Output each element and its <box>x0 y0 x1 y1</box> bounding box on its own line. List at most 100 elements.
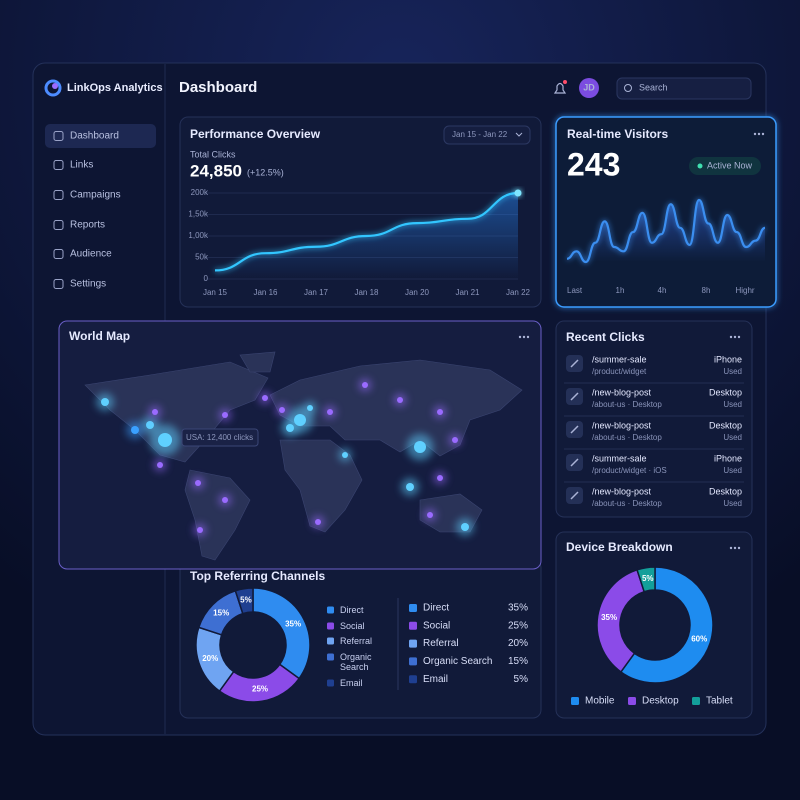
nav-icon <box>53 220 64 230</box>
legend-text: Organic Search <box>340 651 372 672</box>
click-path: /new-blog-post <box>592 420 652 430</box>
x-tick-label: Jan 15 <box>203 288 228 297</box>
recent-clicks-card <box>555 320 753 518</box>
end-point <box>514 189 522 197</box>
nav-icon <box>53 279 64 289</box>
legend-label: Referral <box>423 638 459 649</box>
date-picker[interactable] <box>443 125 531 145</box>
total-change: (+12.5%) <box>247 167 284 177</box>
click-status: Used <box>723 433 742 442</box>
hotspot[interactable] <box>452 437 458 443</box>
hotspot[interactable] <box>131 426 139 434</box>
link-glyph <box>570 425 579 434</box>
click-status: Used <box>723 400 742 409</box>
hotspot[interactable] <box>222 412 228 418</box>
legend-text: Direct <box>340 604 364 615</box>
hotspot[interactable] <box>158 433 172 447</box>
click-path: /new-blog-post <box>592 486 652 496</box>
more-dot <box>761 132 765 136</box>
notification-dot <box>563 80 567 84</box>
slice-label: 20% <box>202 654 218 663</box>
more-dot <box>737 546 741 550</box>
status-pill <box>689 157 761 175</box>
hotspot[interactable] <box>279 407 285 413</box>
click-status: Used <box>723 466 742 475</box>
nav-item[interactable]: Campaigns <box>70 190 121 201</box>
hotspot[interactable] <box>315 519 321 525</box>
legend-swatch <box>409 657 417 666</box>
more-dot <box>757 132 761 136</box>
y-tick-label: 0 <box>204 274 209 283</box>
nav-item[interactable]: Settings <box>70 279 106 290</box>
avatar[interactable] <box>579 78 599 98</box>
click-device: Desktop <box>709 387 742 397</box>
hotspot[interactable] <box>342 452 348 458</box>
hotspot[interactable] <box>437 409 443 415</box>
line <box>566 198 766 264</box>
legend-label: Email <box>340 678 363 688</box>
hotspot[interactable] <box>307 405 313 411</box>
nav-item[interactable]: Links <box>70 160 93 171</box>
hotspot[interactable] <box>414 441 426 453</box>
page-title: Dashboard <box>179 79 257 96</box>
x-tick-label: Jan 21 <box>455 288 480 297</box>
hotspot[interactable] <box>327 409 333 415</box>
legend-swatch <box>327 606 334 614</box>
card-title: Performance Overview <box>190 127 321 141</box>
legend-label: Mobile <box>585 696 615 707</box>
hotspot[interactable] <box>197 527 203 533</box>
hotspot[interactable] <box>101 398 109 406</box>
avatar-initials: JD <box>583 82 595 92</box>
click-path: /new-blog-post <box>592 387 652 397</box>
legend-swatch <box>327 679 334 687</box>
legend-value: 5% <box>514 674 529 685</box>
brand-name: LinkOps Analytics <box>67 82 163 94</box>
donut-slice <box>234 587 254 615</box>
donut-slice <box>619 566 714 684</box>
logo <box>44 79 62 97</box>
total-label: Total Clicks <box>190 149 236 159</box>
y-tick-label: 1,50k <box>188 210 209 219</box>
link-glyph <box>570 458 579 467</box>
slice-label: 60% <box>691 634 707 643</box>
hotspot[interactable] <box>195 480 201 486</box>
hotspot[interactable] <box>152 409 158 415</box>
card-title: Device Breakdown <box>566 540 673 554</box>
nav-item[interactable]: Dashboard <box>70 131 119 142</box>
logo-inner <box>52 83 58 89</box>
nav-item[interactable]: Audience <box>70 249 112 260</box>
nav-item[interactable]: Reports <box>70 220 105 231</box>
hotspot[interactable] <box>362 382 368 388</box>
slice-label: 35% <box>601 613 617 622</box>
hotspot[interactable] <box>146 421 154 429</box>
legend-label: Social <box>423 620 450 631</box>
hotspot[interactable] <box>437 475 443 481</box>
continent <box>184 469 251 561</box>
search-box[interactable] <box>616 77 752 100</box>
legend-value: 25% <box>508 620 528 631</box>
hotspot[interactable] <box>406 483 414 491</box>
hotspot[interactable] <box>222 497 228 503</box>
total-value: 24,850 <box>190 161 242 180</box>
nav-icon <box>53 249 64 259</box>
nav-icon <box>53 160 64 170</box>
y-tick-label: 1,00k <box>188 231 209 240</box>
x-tick-label: Jan 17 <box>304 288 329 297</box>
legend-value: 35% <box>508 603 528 614</box>
tooltip: USA: 12,400 clicks <box>186 433 253 442</box>
bell-icon[interactable] <box>553 82 567 94</box>
hotspot[interactable] <box>157 462 163 468</box>
click-path: /summer-sale <box>592 453 647 463</box>
legend-swatch <box>327 653 334 661</box>
more-dot <box>733 335 737 339</box>
hotspot[interactable] <box>461 523 469 531</box>
legend-swatch <box>409 639 417 648</box>
hotspot[interactable] <box>427 512 433 518</box>
hotspot[interactable] <box>286 424 294 432</box>
hotspot[interactable] <box>397 397 403 403</box>
hotspot[interactable] <box>262 395 268 401</box>
legend-label: Desktop <box>642 696 679 707</box>
